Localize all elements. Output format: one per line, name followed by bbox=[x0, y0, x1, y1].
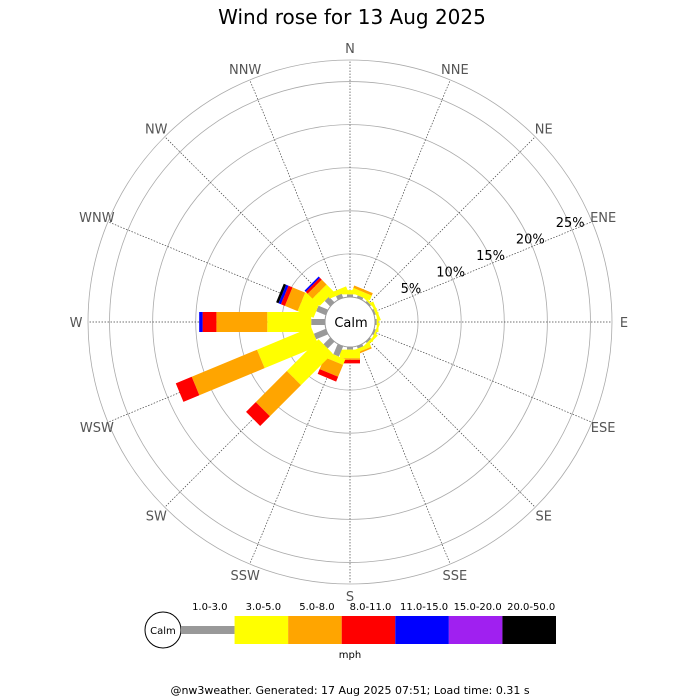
spoke-ne bbox=[367, 136, 536, 305]
bar-nne-bin-3 bbox=[353, 285, 373, 296]
direction-label-sw: SW bbox=[146, 510, 167, 525]
bar-ene-bin-2 bbox=[370, 301, 381, 322]
wind-bars bbox=[175, 276, 381, 426]
bar-ese-bin-2 bbox=[370, 322, 381, 343]
bar-nw-bin-3 bbox=[307, 279, 327, 299]
ring-outer bbox=[87, 59, 613, 585]
spoke-ese bbox=[372, 331, 593, 423]
spoke-ene bbox=[372, 221, 593, 313]
direction-label-ese: ESE bbox=[591, 421, 616, 436]
legend-swatch-5 bbox=[395, 616, 449, 644]
percent-label-1: 5% bbox=[401, 282, 422, 297]
bar-ssw-bin-2 bbox=[324, 351, 346, 365]
legend-items: 1.0-3.0 3.0-5.0 5.0-8.0 8.0-11.0 11.0-15.0 15… bbox=[181, 602, 556, 644]
bar-sse-bin-2 bbox=[351, 343, 372, 355]
bar-sw-bin-3 bbox=[255, 370, 302, 417]
legend-swatch-2 bbox=[234, 616, 289, 644]
spoke-ssw bbox=[249, 344, 341, 565]
bar-wnw-bin-7 bbox=[276, 283, 287, 304]
bar-nnw-bin-2 bbox=[327, 286, 349, 299]
spoke-sse bbox=[359, 344, 451, 565]
calm-circle: Calm bbox=[324, 296, 376, 348]
direction-label-ene: ENE bbox=[590, 211, 616, 226]
bar-wnw-bin-1 bbox=[316, 305, 329, 316]
spoke-se bbox=[367, 339, 536, 508]
legend-label-5: 11.0-15.0 bbox=[400, 602, 448, 613]
legend-label-2: 3.0-5.0 bbox=[246, 602, 281, 613]
legend-label-6: 15.0-20.0 bbox=[454, 602, 502, 613]
bar-wnw-bin-5 bbox=[278, 284, 289, 305]
bar-wsw-bin-3 bbox=[191, 349, 265, 396]
legend: Calm 1.0-3.0 3.0-5.0 5.0-8.0 8.0-11.0 11.0-1… bbox=[144, 602, 556, 661]
percent-label-3: 15% bbox=[476, 249, 505, 264]
direction-labels: N NNE NE ENE E ESE SE SSE S SSW SW WSW W WNW NW NNW bbox=[70, 42, 629, 605]
direction-label-w: W bbox=[70, 316, 83, 331]
bar-ssw-bin-1 bbox=[333, 343, 344, 357]
bar-nne-bin-2 bbox=[351, 287, 372, 301]
bar-sw-bin-2 bbox=[286, 339, 333, 386]
bar-ssw-bin-4 bbox=[317, 369, 339, 382]
bar-nw-bin-4 bbox=[305, 277, 322, 294]
chart-title: Wind rose for 13 Aug 2025 bbox=[218, 5, 486, 29]
bar-wnw-bin-2 bbox=[297, 292, 322, 318]
direction-label-nnw: NNW bbox=[229, 63, 261, 78]
direction-label-nw: NW bbox=[145, 122, 168, 137]
bar-nnw-bin-1 bbox=[336, 293, 344, 301]
direction-label-n: N bbox=[345, 42, 355, 57]
direction-label-ne: NE bbox=[535, 122, 553, 137]
legend-label-1: 1.0-3.0 bbox=[192, 602, 227, 613]
bar-ne-bin-2 bbox=[361, 294, 378, 311]
legend-unit: mph bbox=[339, 650, 361, 661]
legend-swatch-7 bbox=[502, 616, 556, 644]
bar-nw-bin-2 bbox=[312, 284, 334, 306]
bar-sw-bin-1 bbox=[323, 337, 335, 349]
spoke-nnw bbox=[249, 79, 341, 300]
legend-swatch-4 bbox=[341, 616, 396, 644]
spoke-nne bbox=[359, 79, 451, 300]
bar-wsw-bin-1 bbox=[313, 328, 329, 340]
legend-calm-label: Calm bbox=[150, 626, 176, 637]
calm-label: Calm bbox=[334, 316, 367, 331]
legend-swatch-6 bbox=[448, 616, 503, 644]
calm-circle-shape bbox=[324, 296, 376, 348]
ring-5 bbox=[109, 81, 591, 563]
bar-wsw-bin-2 bbox=[256, 327, 319, 369]
bar-sw-bin-4 bbox=[246, 402, 270, 426]
direction-label-wsw: WSW bbox=[80, 421, 114, 436]
bar-nw-bin-5 bbox=[304, 276, 320, 292]
legend-label-3: 5.0-8.0 bbox=[299, 602, 334, 613]
direction-label-wnw: WNW bbox=[79, 211, 115, 226]
footer-text: @nw3weather. Generated: 17 Aug 2025 07:5… bbox=[170, 684, 529, 697]
direction-label-ssw: SSW bbox=[230, 569, 260, 584]
percent-label-5: 25% bbox=[556, 216, 585, 231]
bar-wnw-bin-4 bbox=[280, 285, 293, 306]
direction-label-sse: SSE bbox=[442, 569, 467, 584]
bar-sse-bin-3 bbox=[352, 346, 372, 357]
bar-wnw-bin-3 bbox=[284, 287, 306, 312]
bar-nw-bin-1 bbox=[324, 296, 335, 307]
direction-label-s: S bbox=[346, 590, 354, 605]
direction-label-se: SE bbox=[536, 510, 552, 525]
legend-label-4: 8.0-11.0 bbox=[350, 602, 392, 613]
percent-label-2: 10% bbox=[436, 265, 465, 280]
percent-labels: 5% 10% 15% 20% 25% bbox=[401, 216, 585, 297]
bar-wsw-bin-4 bbox=[175, 376, 200, 402]
legend-swatch-1 bbox=[181, 626, 235, 634]
direction-label-nne: NNE bbox=[441, 63, 469, 78]
percent-label-4: 20% bbox=[516, 232, 545, 247]
bar-se-bin-2 bbox=[361, 333, 378, 350]
direction-label-e: E bbox=[620, 316, 628, 331]
legend-label-7: 20.0-50.0 bbox=[507, 602, 555, 613]
legend-swatch-3 bbox=[288, 616, 342, 644]
spoke-nw bbox=[164, 136, 333, 305]
bar-ssw-bin-3 bbox=[319, 357, 344, 377]
